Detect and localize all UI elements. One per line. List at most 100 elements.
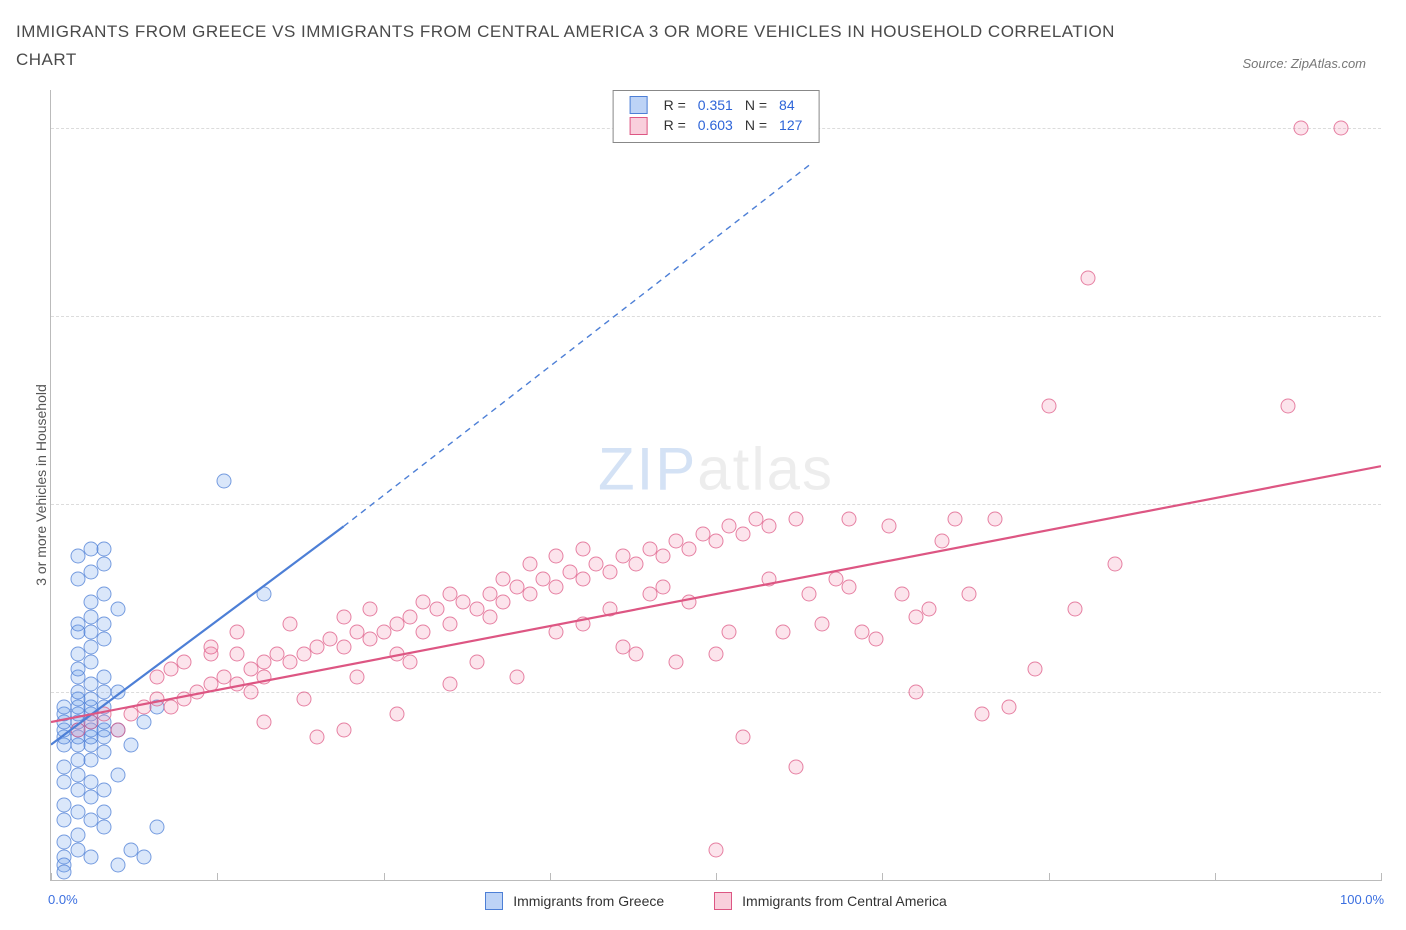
y-tick-label: 50.0% bbox=[1391, 510, 1406, 525]
scatter-point bbox=[97, 541, 112, 556]
scatter-point bbox=[443, 677, 458, 692]
y-tick-label: 25.0% bbox=[1391, 698, 1406, 713]
scatter-point bbox=[762, 572, 777, 587]
r-value-ca: 0.603 bbox=[692, 115, 739, 135]
scatter-point bbox=[1028, 662, 1043, 677]
swatch-blue-icon bbox=[485, 892, 503, 910]
x-tick bbox=[384, 873, 385, 881]
scatter-point bbox=[509, 669, 524, 684]
scatter-point bbox=[602, 564, 617, 579]
n-label: N = bbox=[739, 115, 773, 135]
scatter-point bbox=[97, 632, 112, 647]
scatter-point bbox=[416, 624, 431, 639]
scatter-point bbox=[735, 730, 750, 745]
scatter-point bbox=[57, 797, 72, 812]
scatter-point bbox=[70, 827, 85, 842]
r-label: R = bbox=[658, 115, 692, 135]
scatter-point bbox=[1001, 699, 1016, 714]
x-tick bbox=[51, 873, 52, 881]
legend-top: R = 0.351 N = 84 R = 0.603 N = 127 bbox=[613, 90, 820, 143]
scatter-point bbox=[669, 654, 684, 669]
swatch-pink bbox=[630, 117, 648, 135]
scatter-point bbox=[602, 602, 617, 617]
scatter-point bbox=[549, 624, 564, 639]
scatter-point bbox=[549, 579, 564, 594]
scatter-point bbox=[110, 722, 125, 737]
x-tick bbox=[1049, 873, 1050, 881]
scatter-point bbox=[57, 865, 72, 880]
scatter-point bbox=[177, 654, 192, 669]
scatter-point bbox=[788, 511, 803, 526]
scatter-point bbox=[336, 609, 351, 624]
x-label-0: 0.0% bbox=[48, 892, 78, 907]
scatter-point bbox=[948, 511, 963, 526]
x-tick bbox=[217, 873, 218, 881]
scatter-point bbox=[576, 572, 591, 587]
scatter-point bbox=[576, 617, 591, 632]
swatch-blue bbox=[630, 96, 648, 114]
scatter-point bbox=[802, 587, 817, 602]
scatter-point bbox=[629, 647, 644, 662]
scatter-point bbox=[336, 639, 351, 654]
scatter-point bbox=[722, 624, 737, 639]
watermark-zip: ZIP bbox=[598, 436, 697, 503]
scatter-point bbox=[70, 842, 85, 857]
x-tick bbox=[550, 873, 551, 881]
scatter-point bbox=[83, 850, 98, 865]
scatter-point bbox=[110, 684, 125, 699]
scatter-point bbox=[203, 639, 218, 654]
scatter-point bbox=[881, 519, 896, 534]
scatter-point bbox=[788, 760, 803, 775]
y-axis-title: 3 or more Vehicles in Household bbox=[33, 384, 49, 586]
scatter-point bbox=[1068, 602, 1083, 617]
scatter-point bbox=[283, 617, 298, 632]
legend-item-greece: Immigrants from Greece bbox=[485, 892, 664, 910]
scatter-point bbox=[403, 654, 418, 669]
scatter-point bbox=[469, 654, 484, 669]
scatter-point bbox=[123, 737, 138, 752]
scatter-point bbox=[97, 805, 112, 820]
chart-root: IMMIGRANTS FROM GREECE VS IMMIGRANTS FRO… bbox=[0, 0, 1406, 930]
n-value-greece: 84 bbox=[773, 95, 808, 115]
scatter-point bbox=[642, 587, 657, 602]
scatter-point bbox=[256, 587, 271, 602]
scatter-point bbox=[97, 707, 112, 722]
scatter-point bbox=[137, 850, 152, 865]
trend-lines-layer bbox=[51, 90, 1381, 880]
scatter-point bbox=[921, 602, 936, 617]
scatter-point bbox=[97, 782, 112, 797]
scatter-point bbox=[83, 775, 98, 790]
scatter-point bbox=[137, 715, 152, 730]
scatter-point bbox=[1280, 399, 1295, 414]
legend-row-ca: R = 0.603 N = 127 bbox=[624, 115, 809, 135]
scatter-point bbox=[615, 639, 630, 654]
r-label: R = bbox=[658, 95, 692, 115]
x-tick bbox=[716, 873, 717, 881]
chart-title: IMMIGRANTS FROM GREECE VS IMMIGRANTS FRO… bbox=[16, 18, 1116, 74]
scatter-point bbox=[389, 707, 404, 722]
scatter-point bbox=[709, 647, 724, 662]
scatter-point bbox=[496, 594, 511, 609]
scatter-point bbox=[403, 609, 418, 624]
scatter-point bbox=[97, 617, 112, 632]
y-tick-label: 100.0% bbox=[1391, 134, 1406, 149]
x-tick bbox=[882, 873, 883, 881]
scatter-point bbox=[735, 526, 750, 541]
legend-label-greece: Immigrants from Greece bbox=[513, 893, 664, 909]
scatter-point bbox=[83, 609, 98, 624]
legend-label-ca: Immigrants from Central America bbox=[742, 893, 947, 909]
plot-area: 3 or more Vehicles in Household ZIPatlas… bbox=[50, 90, 1381, 881]
scatter-point bbox=[1294, 120, 1309, 135]
scatter-point bbox=[97, 820, 112, 835]
scatter-point bbox=[97, 669, 112, 684]
legend-bottom: Immigrants from Greece Immigrants from C… bbox=[51, 892, 1381, 910]
scatter-point bbox=[97, 587, 112, 602]
scatter-point bbox=[549, 549, 564, 564]
swatch-pink-icon bbox=[714, 892, 732, 910]
scatter-point bbox=[296, 692, 311, 707]
scatter-point bbox=[682, 594, 697, 609]
scatter-point bbox=[709, 842, 724, 857]
scatter-point bbox=[1041, 399, 1056, 414]
scatter-point bbox=[762, 519, 777, 534]
scatter-point bbox=[522, 587, 537, 602]
